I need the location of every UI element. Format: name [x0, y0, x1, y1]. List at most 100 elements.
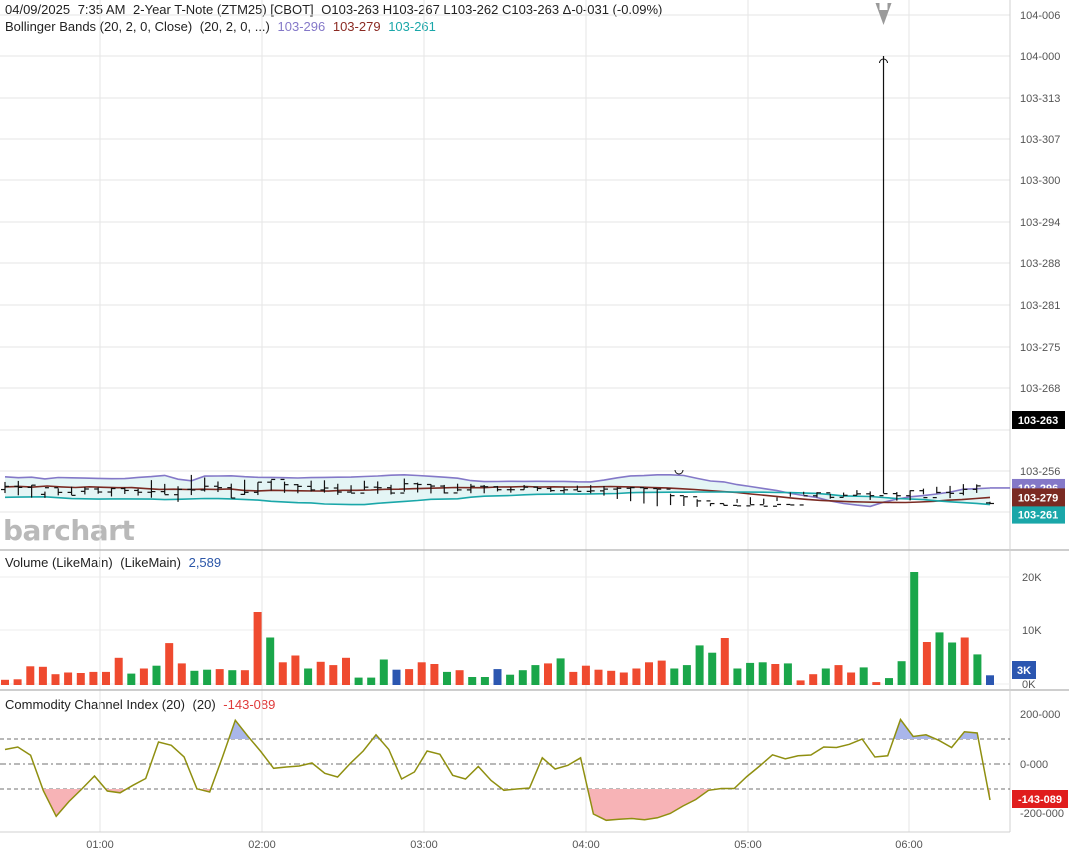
volume-legend[interactable]: Volume (LikeMain) (LikeMain) 2,589	[5, 555, 225, 570]
volume-bar	[733, 668, 742, 685]
volume-bar	[783, 663, 792, 685]
volume-bar	[859, 667, 868, 685]
ohlc-bar	[959, 484, 968, 496]
ohlc-bar	[240, 479, 249, 495]
ohlc-bar	[80, 487, 89, 495]
ohlc-bar	[520, 484, 529, 491]
volume-bar	[1, 679, 9, 685]
volume-params: (LikeMain)	[120, 555, 181, 570]
ohlc-bar	[906, 490, 915, 501]
ohlc-bar	[533, 486, 542, 491]
ohlc-bar	[174, 486, 183, 502]
ohlc-bar	[280, 478, 289, 493]
volume-bar	[821, 668, 830, 685]
cci-oversold-fill	[587, 789, 718, 821]
ohlc-bar	[852, 490, 861, 496]
high-marker-arrow-icon	[875, 3, 892, 25]
ohlc-bar	[387, 484, 396, 495]
y-tick-label: 104-006	[1020, 10, 1060, 22]
y-tick-label: 103-256	[1020, 466, 1060, 478]
volume-bar	[89, 671, 98, 685]
ohlc-bar	[799, 491, 808, 506]
volume-bar	[417, 662, 426, 685]
volume-bar	[885, 678, 893, 685]
ohlc-bar	[200, 477, 209, 492]
x-tick-label: 03:00	[410, 839, 438, 851]
ohlc-bar	[466, 483, 475, 494]
cci-tick-label: 0-000	[1020, 759, 1048, 771]
ohlc-bar	[759, 498, 768, 507]
ohlc-bar	[812, 492, 821, 498]
volume-bar	[847, 672, 856, 685]
ohlc-bar	[653, 487, 662, 507]
volume-bar	[897, 661, 906, 685]
cci-last-tag-box	[1012, 790, 1068, 808]
barchart-watermark: barchart	[3, 514, 135, 547]
volume-bar	[922, 642, 931, 685]
cci-tick-label: -200-000	[1020, 808, 1064, 820]
ohlc-bar	[347, 485, 356, 494]
bollinger-params: (20, 2, 0, ...)	[199, 19, 270, 34]
ohlc-bar	[786, 492, 795, 506]
volume-bar	[240, 670, 249, 685]
volume-tick-label: 0K	[1022, 679, 1036, 691]
y-tick-label: 103-275	[1020, 342, 1060, 354]
ohlc-bar	[320, 480, 329, 493]
volume-bar	[809, 674, 818, 685]
volume-last-tag-text: 3K	[1017, 665, 1031, 677]
volume-bar	[720, 638, 729, 685]
volume-last-tag-box	[1012, 661, 1036, 679]
bollinger-legend[interactable]: Bollinger Bands (20, 2, 0, Close) (20, 2…	[5, 19, 440, 34]
ohlc-bar	[679, 495, 688, 506]
volume-bar	[152, 665, 161, 685]
volume-bar	[354, 677, 363, 685]
ohlc-bar	[1, 481, 9, 494]
volume-bar	[834, 665, 843, 685]
ohlc-bar	[706, 500, 715, 507]
ohlc-bar	[866, 491, 875, 500]
y-tick-label: 103-294	[1020, 217, 1060, 229]
volume-bar	[948, 642, 957, 685]
volume-bar	[51, 674, 60, 685]
x-tick-label: 06:00	[895, 839, 923, 851]
ohlc-bar	[892, 492, 901, 501]
ohlc-bar	[746, 497, 755, 507]
bollinger-lower-tag: 103-261	[1012, 505, 1065, 524]
header-date: 04/09/2025	[5, 2, 71, 17]
ohlc-bar	[14, 480, 23, 496]
volume-bar	[670, 668, 679, 685]
ohlc-bar	[360, 480, 369, 494]
volume-tick-label: 20K	[1022, 572, 1042, 584]
x-tick-label: 01:00	[86, 839, 114, 851]
ohlc-bar	[573, 485, 582, 492]
y-tick-label: 104-000	[1020, 51, 1060, 63]
ohlc-bar	[493, 485, 502, 492]
volume-bar	[38, 666, 47, 685]
volume-bar	[531, 665, 540, 685]
ohlc-bar	[693, 496, 702, 507]
ohlc-bar	[599, 486, 608, 496]
ohlc-bar	[147, 480, 156, 498]
ohlc-bar	[719, 502, 728, 506]
x-tick-label: 04:00	[572, 839, 600, 851]
cci-name: Commodity Channel Index (20)	[5, 697, 185, 712]
volume-bar	[645, 662, 653, 685]
ohlc-bar	[134, 488, 143, 496]
volume-bar	[342, 657, 350, 685]
header-ohlc: O103-263 H103-267 L103-262 C103-263 Δ-0-…	[321, 2, 663, 17]
volume-bar	[581, 665, 590, 685]
volume-value: 2,589	[188, 555, 222, 570]
ohlc-bar	[227, 483, 236, 499]
ohlc-bar	[307, 480, 316, 492]
ohlc-bar	[253, 481, 262, 496]
volume-bar	[392, 669, 401, 685]
cci-params: (20)	[192, 697, 216, 712]
volume-name: Volume (LikeMain)	[5, 555, 113, 570]
volume-bar	[872, 682, 881, 685]
low-marker-cap	[674, 469, 684, 475]
volume-bar	[253, 612, 262, 685]
volume-bar	[986, 675, 994, 685]
ohlc-bar	[426, 483, 435, 494]
ohlc-bar	[666, 488, 675, 506]
